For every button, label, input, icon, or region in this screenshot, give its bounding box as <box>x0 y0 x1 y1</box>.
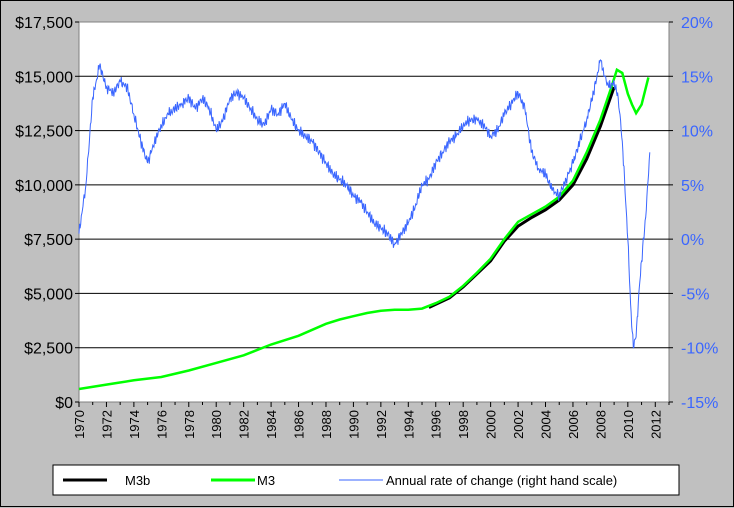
right-axis: -15% -10% -5% 0% 5% 10% 15% 20% <box>669 15 718 412</box>
x-tick-label: 1972 <box>99 410 114 439</box>
x-tick-label: 2000 <box>484 410 499 439</box>
x-tick-label: 1976 <box>154 410 169 439</box>
legend-label: M3b <box>125 473 150 488</box>
right-tick-label: -5% <box>681 286 709 303</box>
x-tick-label: 1978 <box>182 410 197 439</box>
legend-box <box>52 464 680 496</box>
series-layer <box>78 59 651 391</box>
x-tick-label: 2008 <box>593 410 608 439</box>
x-tick-label: 1974 <box>127 410 142 439</box>
left-tick-label: $15,000 <box>15 69 73 86</box>
x-tick-label: 1996 <box>429 410 444 439</box>
right-tick-label: -10% <box>681 341 718 358</box>
x-tick-label: 1986 <box>292 410 307 439</box>
left-tick-label: $2,500 <box>24 341 73 358</box>
left-tick-label: $0 <box>55 395 73 412</box>
right-tick-label: 10% <box>681 124 713 141</box>
x-tick-label: 2012 <box>648 410 663 439</box>
series-rate-line <box>78 59 651 349</box>
x-tick-label: 1998 <box>456 410 471 439</box>
x-tick-label: 1994 <box>401 410 416 439</box>
right-tick-label: 15% <box>681 69 713 86</box>
x-tick-label: 2004 <box>539 410 554 439</box>
x-tick-label: 1980 <box>209 410 224 439</box>
legend-label: M3 <box>257 473 275 488</box>
left-tick-label: $10,000 <box>15 178 73 195</box>
right-tick-label: 0% <box>681 232 704 249</box>
x-tick-label: 1988 <box>319 410 334 439</box>
x-tick-label: 2006 <box>566 410 581 439</box>
left-axis: $0 $2,500 $5,000 $7,500 $10,000 $12,500 $15,00… <box>15 15 79 412</box>
left-tick-label: $5,000 <box>24 286 73 303</box>
left-tick-label: $12,500 <box>15 124 73 141</box>
x-tick-label: 1992 <box>374 410 389 439</box>
series-m3-line <box>78 67 650 391</box>
x-tick-label: 1984 <box>264 410 279 439</box>
x-tick-label: 1970 <box>72 410 87 439</box>
x-tick-label: 2010 <box>621 410 636 439</box>
x-tick-label: 1982 <box>237 410 252 439</box>
legend: M3b M3 Annual rate of change (right hand s… <box>52 464 680 496</box>
grid-lines <box>79 75 669 349</box>
right-tick-label: 20% <box>681 15 713 32</box>
right-tick-label: -15% <box>681 395 718 412</box>
x-tick-label: 1990 <box>346 410 361 439</box>
legend-label: Annual rate of change (right hand scale) <box>386 473 617 488</box>
x-tick-label: 2002 <box>511 410 526 439</box>
x-axis: 1970 1972 1974 1976 1978 1980 1982 1984 1986 1988… <box>72 402 670 439</box>
right-tick-label: 5% <box>681 178 704 195</box>
left-tick-label: $7,500 <box>24 232 73 249</box>
plot-area <box>78 21 670 403</box>
left-tick-label: $17,500 <box>15 15 73 32</box>
